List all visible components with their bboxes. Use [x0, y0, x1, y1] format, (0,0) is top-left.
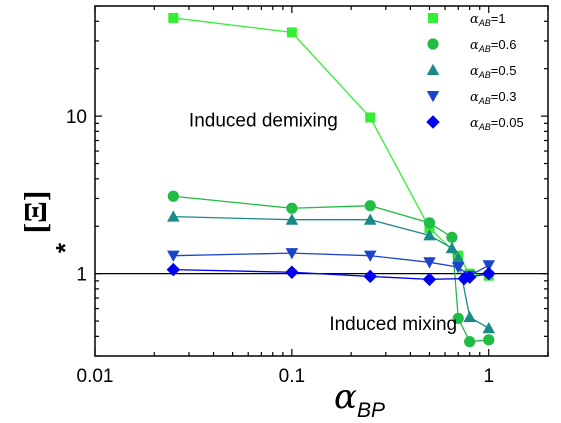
legend-marker	[428, 13, 438, 23]
plot-frame	[94, 5, 549, 357]
data-point	[482, 322, 495, 334]
data-point	[363, 213, 377, 225]
legend-marker	[426, 115, 440, 129]
data-point	[452, 312, 464, 324]
data-point	[445, 241, 459, 254]
data-point	[363, 269, 377, 284]
series-1	[168, 12, 494, 281]
data-point	[286, 27, 297, 38]
data-point	[483, 334, 495, 346]
legend-label: αAB=0.5	[470, 63, 516, 80]
annotations: Induced demixing Induced mixing	[189, 110, 457, 334]
data-point	[167, 210, 180, 222]
series-3	[167, 210, 495, 334]
legend: αAB=1 αAB=0.6 αAB=0.5 αAB=0.3 αAB=0.05	[426, 11, 524, 132]
data-point	[462, 270, 477, 284]
data-point	[422, 272, 437, 287]
data-point	[365, 112, 376, 123]
data-point	[166, 262, 181, 277]
data-point	[463, 310, 476, 323]
series-2	[167, 190, 495, 348]
data-point	[363, 250, 377, 262]
annotation-text: Induced mixing	[329, 314, 457, 335]
data-point	[364, 200, 376, 212]
legend-item: αAB=0.6	[427, 37, 516, 54]
series-5	[166, 262, 496, 287]
data-point	[423, 217, 436, 229]
x-axis-label: αBP	[334, 377, 385, 422]
data-point	[481, 266, 496, 281]
series-layer	[166, 12, 496, 348]
legend-marker	[426, 63, 440, 75]
data-point	[451, 262, 465, 274]
data-point	[286, 202, 298, 214]
annotation-text: Induced demixing	[189, 110, 338, 131]
data-point	[482, 260, 495, 272]
legend-item: αAB=0.5	[426, 63, 516, 80]
legend-label: αAB=0.3	[470, 89, 516, 106]
data-point	[167, 190, 179, 202]
data-point	[285, 248, 299, 260]
axis-ticks: 0.01 0.1 1 1 10	[66, 5, 549, 387]
data-point	[423, 229, 436, 241]
data-point	[168, 12, 179, 23]
series-line	[173, 216, 490, 329]
legend-marker	[426, 91, 440, 103]
legend-label: αAB=0.05	[470, 115, 524, 132]
x-tick-label: 0.01	[77, 366, 114, 387]
data-point	[446, 231, 458, 243]
legend-marker	[427, 38, 439, 50]
legend-item: αAB=1	[428, 11, 506, 28]
legend-item: αAB=0.3	[426, 89, 516, 106]
legend-label: αAB=1	[470, 11, 506, 28]
y-axis-label: [Ξ] *	[17, 191, 80, 254]
series-line	[173, 17, 489, 277]
y-axis-label-superscript: *	[50, 242, 80, 253]
data-point	[451, 252, 465, 264]
y-tick-label: 1	[76, 265, 87, 286]
x-tick-label: 1	[483, 366, 494, 387]
data-point	[285, 213, 299, 225]
y-axis-label-symbol: [Ξ]	[17, 191, 53, 234]
x-tick-label: 0.1	[279, 366, 305, 387]
legend-item: αAB=0.05	[426, 115, 524, 132]
x-axis-label-symbol: α	[334, 377, 357, 417]
data-point	[285, 265, 299, 280]
data-point	[423, 257, 436, 269]
data-point	[167, 250, 180, 262]
series-line	[173, 252, 490, 277]
data-point	[464, 336, 476, 348]
y-tick-label: 10	[66, 107, 87, 128]
plot-border	[94, 5, 549, 357]
legend-label: αAB=0.6	[470, 37, 516, 54]
x-axis-label-subscript: BP	[357, 399, 385, 422]
series-line	[173, 268, 489, 280]
